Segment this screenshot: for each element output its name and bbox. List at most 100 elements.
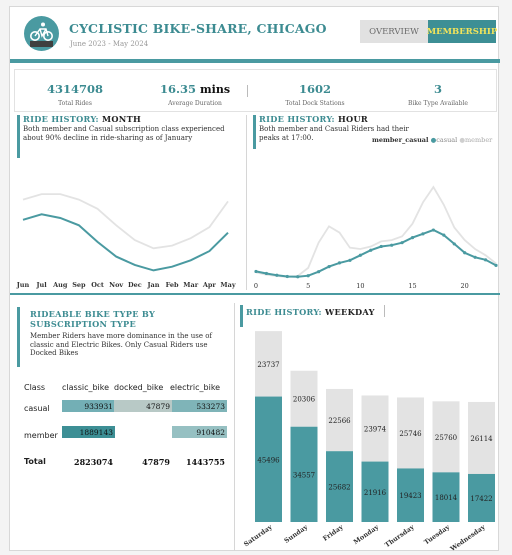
table-cell-bar (114, 400, 172, 412)
bar-casual-sunday (290, 426, 318, 522)
section-accent (240, 305, 243, 327)
bar-casual-monday (361, 461, 389, 522)
kpi-bike-types: 3 Bike Type Available (378, 70, 498, 113)
table-total-cell: 47879 (142, 457, 170, 467)
kpi-row: 4314708 Total Rides 16.35 mins Average D… (14, 69, 497, 112)
data-label-casual: 45496 (257, 456, 280, 464)
data-label-member: 25760 (435, 434, 457, 442)
weekday-section-title: RIDE HISTORY: WEEKDAY (246, 307, 375, 317)
x-tick-label: Sunday (283, 523, 310, 545)
x-tick-label: Feb (166, 281, 179, 289)
section-accent (17, 115, 20, 158)
bicycle-icon (24, 16, 59, 51)
title-prefix: RIDE HISTORY: (23, 114, 99, 124)
x-tick-label: 0 (254, 282, 258, 290)
bar-member-friday (326, 388, 353, 452)
table-cell: 47879 (146, 402, 170, 411)
data-point (494, 263, 498, 267)
section-divider (246, 115, 247, 290)
data-point (442, 233, 446, 237)
biketype-section-description: Member Riders have more dominance in the… (30, 332, 212, 358)
month-line-chart: Jun Jul Aug Sep Oct Nov Dec Jan Feb Mar Apr May (16, 193, 236, 289)
page-title: CYCLISTIC BIKE-SHARE, CHICAGO (69, 21, 327, 36)
x-tick-label: Mar (183, 281, 198, 289)
bar-casual-wednesday (468, 473, 495, 522)
date-range: June 2023 - May 2024 (70, 40, 149, 48)
kpi-average-duration: 16.35 mins Average Duration (135, 70, 255, 113)
hour-section-title: RIDE HISTORY: HOUR (259, 114, 368, 124)
data-label-member: 23737 (257, 361, 279, 369)
column-header-class: Class (24, 383, 46, 392)
data-point (285, 274, 289, 279)
table-cell: 1889143 (79, 428, 113, 437)
x-tick-label: Thursday (383, 523, 416, 549)
x-tick-label: Jun (16, 281, 30, 289)
legend-casual-swatch: ● (430, 136, 437, 144)
x-tick-label: Saturday (242, 523, 273, 548)
data-label-casual: 34557 (293, 471, 315, 479)
x-tick-label: Jul (35, 281, 47, 289)
x-tick-label: 15 (408, 282, 416, 290)
table-cell-bar (62, 400, 115, 412)
title-rest: WEEKDAY (325, 307, 375, 317)
data-point (473, 255, 477, 259)
section-accent (17, 307, 20, 367)
kpi-dock-stations: 1602 Total Dock Stations (255, 70, 375, 113)
table-cell: 533273 (196, 402, 225, 411)
data-point (400, 241, 404, 245)
bar-member-wednesday (468, 401, 495, 474)
data-point (369, 248, 373, 252)
section-divider (234, 303, 235, 551)
table-cell-bar (172, 400, 227, 412)
data-point (431, 228, 435, 232)
hour-section-description: Both member and Casual Riders had their … (259, 125, 409, 142)
kpi-value: 3 (433, 82, 442, 96)
weekday-stacked-bar-chart: 23737 45496 Saturday 20306 34557 Sunday 22566 2… (242, 331, 495, 551)
tab-overview[interactable]: OVERVIEW (360, 20, 428, 43)
data-point (348, 258, 352, 262)
table-total-cell: 1443755 (186, 457, 225, 467)
x-tick-label: Dec (128, 281, 142, 289)
kpi-separator (247, 85, 248, 97)
row-label-casual: casual (24, 404, 50, 413)
kpi-value: 16.35 (159, 82, 196, 96)
data-point (327, 265, 331, 269)
hour-legend: member_casual ●casual ●member (372, 136, 492, 144)
dashboard: CYCLISTIC BIKE-SHARE, CHICAGO June 2023 … (9, 6, 500, 551)
data-point (306, 274, 310, 278)
data-point (264, 271, 269, 276)
legend-title: member_casual (372, 136, 429, 144)
bar-casual-thursday (397, 468, 424, 522)
column-header-electric-bike: electric_bike (170, 383, 221, 392)
data-label-member: 25746 (399, 430, 422, 438)
data-label-casual: 25682 (328, 484, 350, 492)
data-label-member: 20306 (293, 396, 316, 404)
x-tick-label: Wednesday (448, 523, 487, 551)
data-label-member: 23974 (364, 426, 387, 434)
kpi-value: 4314708 (46, 82, 103, 96)
data-label-casual: 18014 (435, 494, 458, 502)
series-line-casual (255, 228, 497, 278)
x-tick-label: Tuesday (423, 523, 452, 546)
header-divider (10, 59, 500, 63)
x-tick-label: Monday (352, 523, 380, 546)
row-label-total: Total (24, 457, 46, 466)
tab-membership[interactable]: MEMBERSHIP (427, 20, 497, 43)
kpi-label: Average Duration (168, 100, 222, 107)
biketype-section-title: RIDEABLE BIKE TYPE BY SUBSCRIPTION TYPE (30, 309, 156, 329)
column-header-docked-bike: docked_bike (114, 383, 164, 392)
column-header-classic-bike: classic_bike (62, 383, 110, 392)
kpi-label: Total Dock Stations (285, 100, 345, 107)
data-label-casual: 19423 (399, 492, 421, 500)
data-point (379, 244, 383, 249)
kpi-value: 1602 (298, 82, 331, 96)
x-tick-label: Apr (202, 281, 217, 289)
month-section-title: RIDE HISTORY: MONTH (23, 114, 141, 124)
data-point (410, 236, 415, 240)
data-point (275, 273, 279, 277)
series-line-casual (22, 213, 229, 272)
data-point (421, 232, 425, 236)
section-divider (10, 293, 500, 295)
table-cell-bar (62, 426, 115, 438)
data-label-casual: 17422 (470, 495, 492, 503)
